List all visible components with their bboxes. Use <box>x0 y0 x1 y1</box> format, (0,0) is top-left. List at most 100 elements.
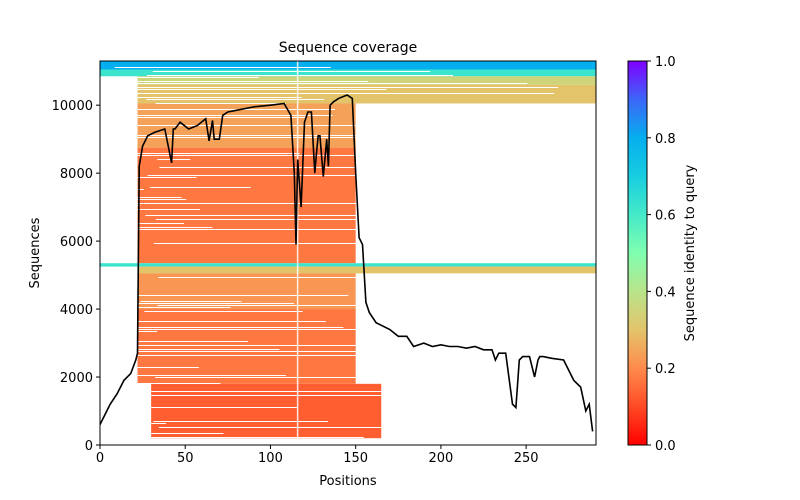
colorbar-tick-label: 0.4 <box>655 285 676 300</box>
gap-line <box>157 305 404 306</box>
gap-line <box>114 423 167 424</box>
gap-line <box>137 355 541 356</box>
y-tick-label: 8000 <box>60 167 93 182</box>
coverage-line <box>100 94 594 432</box>
gap-line <box>114 67 331 68</box>
gap-line <box>119 153 300 154</box>
gap-column <box>296 61 299 445</box>
gap-line <box>109 327 344 328</box>
x-tick-label: 0 <box>96 451 104 466</box>
coverage-block <box>100 69 596 77</box>
gap-line <box>104 189 144 190</box>
gap-line <box>101 331 158 332</box>
gap-line <box>114 135 457 136</box>
gap-line <box>149 187 251 188</box>
gap-line <box>112 367 199 368</box>
gap-line <box>104 227 213 228</box>
gap-line <box>117 203 480 204</box>
gap-line <box>121 223 184 224</box>
gap-line <box>123 155 442 156</box>
colorbar-tick-label: 0.8 <box>655 132 676 147</box>
colorbar-tick-label: 0.2 <box>655 362 676 377</box>
gap-line <box>129 77 259 78</box>
x-tick-label: 50 <box>177 451 194 466</box>
gap-line <box>133 81 369 82</box>
coverage-block <box>100 61 596 70</box>
y-tick-label: 10000 <box>52 99 93 114</box>
gap-line <box>108 407 298 408</box>
gap-line <box>110 93 555 94</box>
gap-line <box>126 125 365 126</box>
gap-line <box>158 427 531 428</box>
gap-line <box>153 421 328 422</box>
colorbar: 0.0 0.2 0.4 0.6 0.8 1.0 Sequence identity to … <box>627 55 698 454</box>
gap-line <box>101 177 197 178</box>
x-tick-label: 250 <box>514 451 539 466</box>
gap-line <box>124 329 369 330</box>
coverage-block <box>137 309 356 384</box>
gap-line <box>136 109 335 110</box>
y-tick-label: 2000 <box>60 371 93 386</box>
gap-line <box>146 75 454 76</box>
colorbar-tick-label: 0.6 <box>655 209 676 224</box>
gap-line <box>127 433 224 434</box>
gap-line <box>144 311 303 312</box>
gap-line <box>155 103 286 104</box>
x-axis-label: Positions <box>319 474 377 489</box>
gap-line <box>122 295 349 296</box>
gap-line <box>123 395 501 396</box>
y-axis: 0 2000 4000 6000 8000 10000 <box>52 99 100 454</box>
gap-line <box>103 83 528 84</box>
x-tick-label: 100 <box>258 451 283 466</box>
gap-line <box>153 243 462 244</box>
gap-line <box>114 437 364 438</box>
gap-line <box>125 89 387 90</box>
colorbar-tick-label: 1.0 <box>655 55 676 70</box>
gap-line <box>129 197 182 198</box>
coverage-block <box>100 263 596 267</box>
gap-line <box>101 229 384 230</box>
coverage-block <box>137 76 596 85</box>
coverage-block <box>151 383 382 439</box>
gap-line <box>159 167 382 168</box>
gap-line <box>129 199 187 200</box>
gap-line <box>102 117 307 118</box>
y-tick-label: 4000 <box>60 303 93 318</box>
colorbar-gradient <box>627 60 648 446</box>
gap-line <box>146 99 325 100</box>
colorbar-label: Sequence identity to query <box>683 164 698 341</box>
gap-line <box>158 277 422 278</box>
gap-line <box>124 209 201 210</box>
gap-line <box>126 87 559 88</box>
gap-line <box>140 301 242 302</box>
gap-line <box>155 219 487 220</box>
gap-line <box>123 307 231 308</box>
y-axis-label: Sequences <box>28 217 43 288</box>
gap-line <box>157 159 191 160</box>
gap-line <box>145 215 365 216</box>
gap-line <box>109 205 141 206</box>
y-tick-label: 0 <box>85 439 93 454</box>
colorbar-tick-label: 0.0 <box>655 439 676 454</box>
plot-area <box>100 61 596 445</box>
gap-line <box>121 375 286 376</box>
gap-line <box>131 303 294 304</box>
gap-line <box>152 71 431 72</box>
gap-line <box>155 377 446 378</box>
gap-line <box>147 175 555 176</box>
gap-line <box>132 97 302 98</box>
colorbar-ticks: 0.0 0.2 0.4 0.6 0.8 1.0 <box>647 55 676 454</box>
coverage-block <box>137 266 596 274</box>
gap-line <box>120 391 384 392</box>
x-tick-label: 200 <box>428 451 453 466</box>
x-axis: 0 50 100 150 200 250 <box>96 445 539 466</box>
gap-line <box>120 321 326 322</box>
gap-line <box>132 349 280 350</box>
plot-frame <box>99 60 597 446</box>
gap-line <box>107 345 444 346</box>
gap-line <box>113 351 452 352</box>
gap-line <box>135 383 221 384</box>
gap-line <box>135 441 443 442</box>
y-tick-label: 6000 <box>60 235 93 250</box>
